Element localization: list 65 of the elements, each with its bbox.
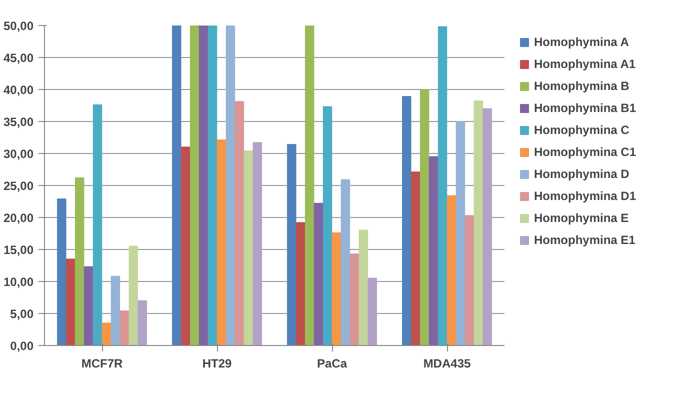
bar: [304, 26, 314, 346]
bar: [92, 104, 102, 346]
bar: [464, 215, 474, 346]
bar: [358, 230, 368, 346]
bar: [350, 253, 360, 346]
y-tick-label: 30,00: [3, 147, 34, 161]
legend-label: Homophymina A: [534, 35, 629, 49]
bar: [456, 121, 466, 346]
bar: [402, 96, 412, 346]
y-tick-label: 10,00: [3, 275, 34, 289]
bar: [128, 246, 138, 346]
bar: [74, 177, 84, 346]
legend-label: Homophymina E1: [534, 233, 636, 247]
y-tick-label: 35,00: [3, 115, 34, 129]
legend-label: Homophymina B1: [534, 101, 636, 115]
x-tick-label: MCF7R: [81, 356, 123, 370]
bar: [198, 26, 208, 346]
bar: [314, 202, 324, 346]
bar: [216, 140, 226, 346]
y-tick-label: 50,00: [3, 19, 34, 33]
legend-label: Homophymina D: [534, 167, 630, 181]
legend-label: Homophymina E: [534, 211, 629, 225]
bar: [226, 26, 236, 346]
y-tick-label: 5,00: [10, 307, 34, 321]
bar: [428, 156, 438, 346]
y-tick-label: 0,00: [10, 339, 34, 353]
y-tick-label: 40,00: [3, 83, 34, 97]
bar: [102, 322, 112, 346]
bar: [234, 101, 244, 346]
bar: [208, 26, 218, 346]
bar: [120, 310, 130, 346]
bar: [66, 258, 76, 346]
bar: [252, 142, 262, 346]
x-tick-label: MDA435: [423, 356, 471, 370]
bar: [410, 172, 420, 346]
bar: [332, 232, 342, 346]
x-tick-label: PaCa: [316, 356, 348, 370]
legend-label: Homophymina B: [534, 79, 630, 93]
bar: [190, 26, 200, 346]
legend-label: Homophymina C1: [534, 145, 636, 159]
y-tick-label: 15,00: [3, 243, 34, 257]
bar: [482, 108, 492, 346]
legend-label: Homophymina D1: [534, 189, 636, 203]
bar: [296, 222, 306, 346]
bar: [287, 144, 296, 346]
bar: [172, 26, 182, 346]
bar: [474, 100, 484, 346]
legend-label: Homophymina C: [534, 123, 630, 137]
y-tick-label: 20,00: [3, 211, 34, 225]
bar: [368, 278, 377, 346]
bar: [84, 266, 94, 346]
bar: [420, 89, 430, 346]
bar: [180, 146, 190, 346]
bar: [340, 179, 350, 346]
legend-label: Homophymina A1: [534, 57, 636, 71]
bar: [138, 300, 147, 346]
bar: [438, 26, 448, 346]
bar: [110, 276, 120, 346]
x-tick-label: HT29: [202, 356, 232, 370]
bar: [57, 198, 66, 346]
bar: [244, 150, 254, 346]
bar: [446, 195, 456, 346]
y-tick-label: 45,00: [3, 51, 34, 65]
y-tick-label: 25,00: [3, 179, 34, 193]
bar: [322, 106, 332, 346]
